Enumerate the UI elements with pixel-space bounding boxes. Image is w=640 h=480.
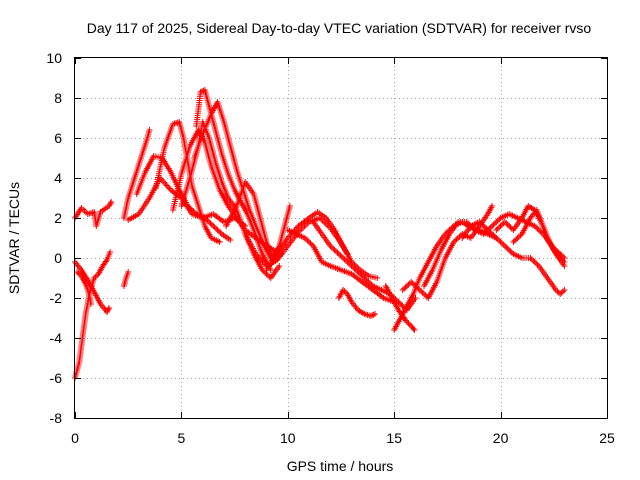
marker-path [382, 283, 418, 333]
axis-ticks: 0 5 10 15 20 25 -8 -6 -4 -2 0 2 4 6 8 10 [46, 50, 615, 446]
y-tick-label: 0 [54, 250, 62, 266]
y-axis-label: SDTVAR / TECUs [6, 182, 22, 294]
marker-path [391, 219, 500, 333]
series-track-x [459, 219, 568, 297]
x-tick-label: 25 [599, 430, 615, 446]
marker-path [510, 207, 568, 269]
y-tick-label: 8 [54, 90, 62, 106]
marker-path [72, 199, 115, 229]
series-track-z [510, 207, 568, 269]
series-track-n [223, 179, 293, 261]
chart-title: Day 117 of 2025, Sidereal Day-to-day VTE… [87, 20, 592, 36]
series-track-s [335, 287, 378, 319]
series-track-p [263, 209, 381, 281]
y-tick-label: 4 [54, 170, 62, 186]
marker-path [74, 269, 94, 307]
series-track-v [399, 203, 496, 301]
series-track-t [382, 283, 418, 333]
marker-path [223, 179, 293, 261]
marker-path [335, 287, 378, 319]
plot-frame [74, 57, 608, 419]
series-track-e [120, 269, 132, 289]
marker-path [399, 203, 496, 301]
y-tick-label: 10 [46, 50, 62, 66]
x-tick-label: 0 [71, 430, 79, 446]
x-axis-label: GPS time / hours [287, 458, 394, 474]
marker-path [191, 99, 285, 265]
marker-path [120, 269, 132, 289]
grid [75, 58, 607, 418]
y-tick-label: -8 [50, 410, 63, 426]
x-tick-label: 15 [386, 430, 402, 446]
marker-path [284, 227, 398, 305]
y-tick-label: 6 [54, 130, 62, 146]
series-track-u [391, 219, 500, 333]
series-track-q [284, 227, 398, 305]
marker-path [120, 127, 153, 221]
marker-path [459, 219, 568, 297]
data-points [72, 87, 568, 381]
marker-path [263, 209, 381, 281]
y-tick-label: -2 [50, 290, 63, 306]
x-tick-label: 5 [178, 430, 186, 446]
y-tick-label: -6 [50, 370, 63, 386]
y-tick-label: -4 [50, 330, 63, 346]
x-tick-label: 20 [493, 430, 509, 446]
series-track-m [191, 99, 285, 265]
series-track-d [74, 269, 94, 307]
series-track-a [72, 199, 115, 229]
x-tick-label: 10 [280, 430, 296, 446]
series-track-f [120, 127, 153, 221]
y-tick-label: 2 [54, 210, 62, 226]
